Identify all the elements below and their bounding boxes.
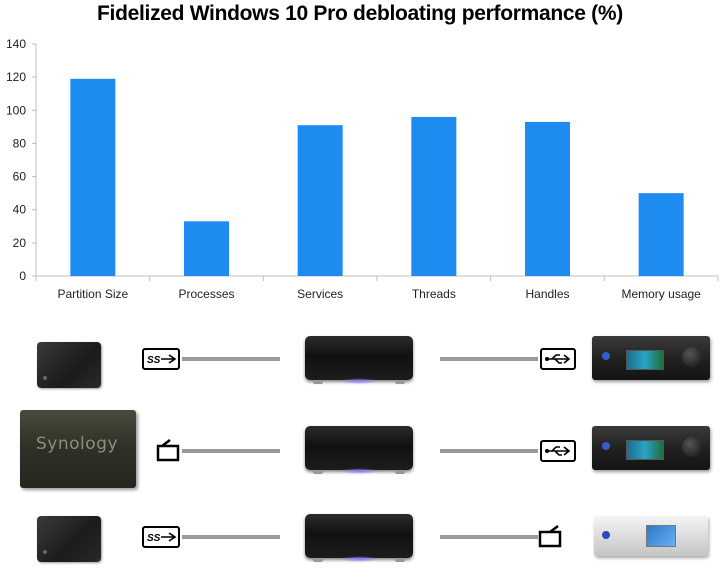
x-axis — [35, 275, 719, 281]
usb-icon — [540, 440, 576, 462]
y-tick-label: 60 — [13, 170, 27, 184]
music-server-3 — [305, 514, 413, 562]
category-label: Partition Size — [57, 287, 128, 301]
y-tick-label: 80 — [13, 136, 27, 150]
bar-handles — [525, 121, 570, 276]
cable-1a — [182, 357, 280, 361]
cable-2a — [182, 449, 280, 453]
connection-diagram: SS Synology SS — [0, 318, 720, 575]
y-axis: 0 20 40 60 80 100 120 140 — [6, 37, 37, 283]
y-tick-label: 40 — [13, 203, 27, 217]
category-label: Services — [297, 287, 343, 301]
bar-partition-size — [70, 78, 116, 276]
dac-black-2 — [592, 426, 710, 470]
category-labels: Partition Size Processes Services Threads Ha… — [57, 287, 701, 301]
dac-silver — [594, 516, 708, 556]
y-tick-label: 0 — [19, 269, 26, 283]
cable-3a — [182, 535, 280, 539]
cable-3b — [440, 535, 538, 539]
y-tick-label: 120 — [6, 70, 26, 84]
category-label: Handles — [525, 287, 569, 301]
cable-2b — [440, 449, 538, 453]
external-hdd-2 — [37, 516, 101, 562]
bar-chart: 0 20 40 60 80 100 120 140 Partition Size Process… — [6, 37, 719, 301]
ss-label: SS — [147, 355, 161, 366]
music-server-1 — [305, 336, 413, 384]
category-label: Threads — [412, 287, 456, 301]
bar-processes — [184, 221, 229, 276]
usb-icon — [540, 348, 576, 370]
y-tick-label: 20 — [13, 236, 27, 250]
dac-black-1 — [592, 336, 710, 380]
bar-memory-usage — [638, 193, 684, 276]
bar-services — [297, 125, 343, 276]
chart-title: Fidelized Windows 10 Pro debloating perf… — [97, 2, 623, 25]
synology-nas: Synology — [20, 410, 136, 488]
y-tick-label: 100 — [6, 103, 26, 117]
nas-brand-label: Synology — [36, 434, 119, 454]
y-tick-label: 140 — [6, 37, 26, 51]
ss-usb-icon: SS — [142, 348, 180, 370]
bars — [70, 78, 684, 277]
cable-1b — [440, 357, 538, 361]
bar-threads — [411, 116, 457, 277]
ss-usb-icon: SS — [142, 526, 180, 548]
category-label: Memory usage — [621, 287, 701, 301]
music-server-2 — [305, 426, 413, 474]
ethernet-icon — [156, 439, 180, 462]
external-hdd-1 — [37, 342, 101, 388]
ethernet-icon — [538, 525, 562, 548]
category-label: Processes — [178, 287, 234, 301]
ss-label: SS — [147, 533, 161, 544]
